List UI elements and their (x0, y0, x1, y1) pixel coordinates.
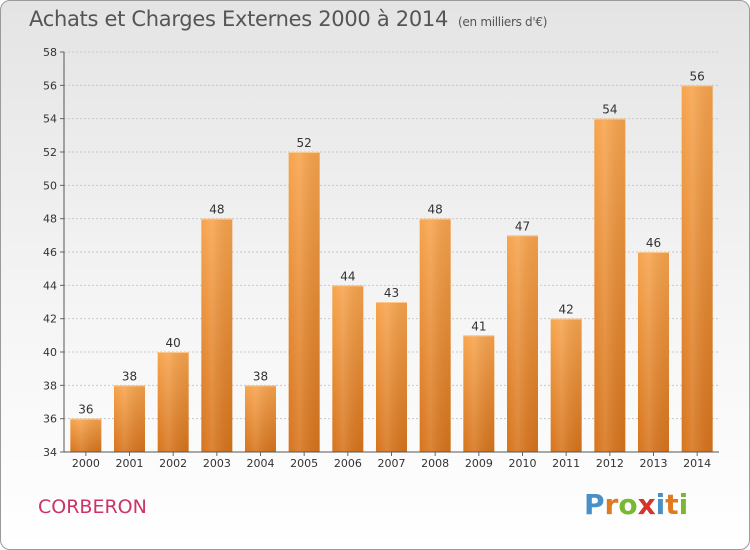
x-tick-label-2012: 2012 (596, 457, 624, 470)
bar-shine-2014 (681, 85, 713, 452)
y-tick-label-58: 58 (43, 46, 57, 59)
bar-shine-2009 (463, 335, 495, 452)
bar-shine-2004 (245, 385, 276, 452)
value-label-2012: 54 (602, 103, 617, 117)
bar-shine-2012 (594, 118, 626, 453)
bars (70, 85, 713, 453)
x-tick-label-2013: 2013 (640, 457, 668, 470)
x-tick-label-2008: 2008 (421, 457, 449, 470)
x-tick-label-2004: 2004 (247, 457, 275, 470)
x-tick-label-2011: 2011 (552, 457, 580, 470)
bar-shine-2013 (638, 252, 669, 452)
x-tick-label-2005: 2005 (290, 457, 318, 470)
bar-shine-2005 (288, 152, 320, 452)
x-tick-label-2010: 2010 (509, 457, 537, 470)
x-tick-label-2000: 2000 (72, 457, 100, 470)
value-label-2000: 36 (78, 403, 93, 417)
bar-shine-2010 (507, 235, 538, 452)
value-label-2007: 43 (384, 286, 399, 300)
value-label-2011: 42 (559, 303, 574, 317)
logo-letter-4: i (655, 488, 666, 521)
y-tick-label-36: 36 (43, 413, 57, 426)
chart-subtitle: (en milliers d'€) (458, 15, 548, 29)
value-label-2001: 38 (122, 369, 137, 383)
x-tick-label-2002: 2002 (159, 457, 187, 470)
bar-shine-2001 (114, 385, 145, 452)
logo-letter-6: i (678, 488, 689, 521)
x-tick-label-2003: 2003 (203, 457, 231, 470)
axes: 34 36 38 40 42 44 46 48 50 52 54 56 58 2000 2001 2002 20… (43, 46, 719, 470)
commune-name: CORBERON (38, 496, 147, 518)
value-labels: 36 38 40 48 38 52 44 43 48 41 47 42 54 46 56 (78, 69, 705, 416)
value-label-2004: 38 (253, 369, 268, 383)
y-tick-label-40: 40 (43, 346, 57, 359)
logo-letter-3: x (637, 488, 656, 521)
chart-title: Achats et Charges Externes 2000 à 2014 (e… (29, 7, 547, 31)
value-label-2008: 48 (428, 203, 443, 217)
logo-letter-5: t (665, 488, 679, 521)
x-tick-label-2007: 2007 (378, 457, 406, 470)
x-tick-label-2006: 2006 (334, 457, 362, 470)
x-tick-label-2014: 2014 (683, 457, 711, 470)
value-label-2002: 40 (166, 336, 181, 350)
logo-letter-1: r (604, 488, 619, 521)
y-tick-label-34: 34 (43, 446, 57, 459)
bar-shine-2008 (419, 218, 451, 452)
value-label-2003: 48 (209, 203, 224, 217)
y-tick-label-54: 54 (43, 113, 57, 126)
x-tick-label-2009: 2009 (465, 457, 493, 470)
bar-shine-2007 (376, 302, 407, 452)
value-label-2009: 41 (471, 319, 486, 333)
value-label-2013: 46 (646, 236, 661, 250)
bar-shine-2003 (201, 218, 233, 452)
chart-title-text: Achats et Charges Externes 2000 à 2014 (29, 7, 449, 31)
y-tick-label-46: 46 (43, 246, 57, 259)
logo-letter-0: P (584, 488, 605, 521)
bar-shine-2006 (332, 285, 364, 452)
value-label-2014: 56 (690, 69, 705, 83)
proxiti-logo: Proxiti (584, 488, 688, 521)
bar-shine-2002 (157, 352, 189, 452)
y-tick-label-42: 42 (43, 313, 57, 326)
x-tick-label-2001: 2001 (116, 457, 144, 470)
bar-shine-2000 (70, 418, 102, 452)
value-label-2006: 44 (340, 269, 355, 283)
y-tick-label-38: 38 (43, 379, 57, 392)
y-tick-label-48: 48 (43, 213, 57, 226)
y-tick-label-50: 50 (43, 179, 57, 192)
y-tick-label-52: 52 (43, 146, 57, 159)
y-tick-label-44: 44 (43, 279, 57, 292)
value-label-2010: 47 (515, 219, 530, 233)
logo-letter-2: o (618, 488, 638, 521)
bar-shine-2011 (550, 318, 582, 452)
value-label-2005: 52 (297, 136, 312, 150)
y-tick-label-56: 56 (43, 79, 57, 92)
